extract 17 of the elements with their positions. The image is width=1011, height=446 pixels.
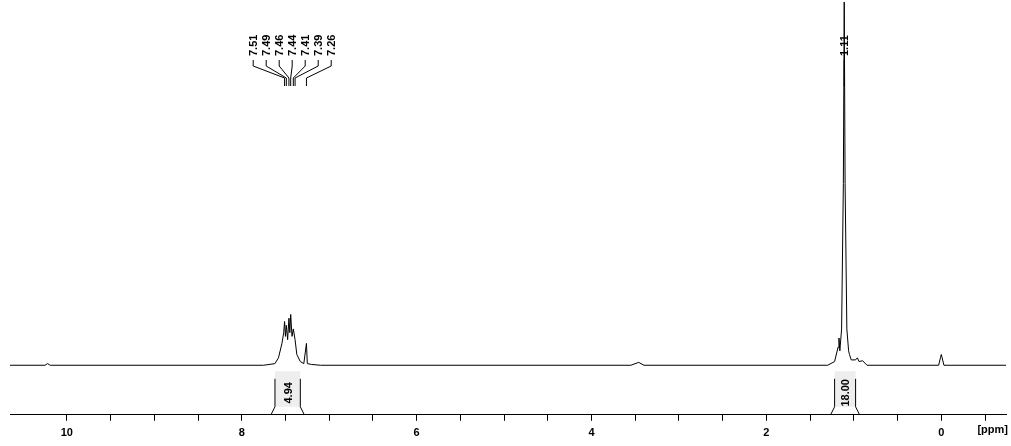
x-tick-label: 6 — [413, 426, 420, 439]
annotation: 7.51 — [247, 34, 260, 56]
band-label: 4.94 — [281, 381, 294, 404]
annotation: 1.11 — [838, 35, 851, 56]
x-tick-label: 4 — [588, 426, 596, 439]
annotation: 7.46 — [273, 34, 286, 56]
annotation: 7.49 — [260, 34, 273, 56]
annotation: 7.26 — [325, 34, 338, 56]
band-label: 18.00 — [839, 379, 852, 407]
annotation: 7.39 — [312, 34, 325, 56]
x-tick-label: 0 — [938, 426, 945, 439]
annotation: 7.44 — [286, 33, 299, 56]
x-tick-label: 10 — [60, 426, 73, 439]
x-tick-label: 2 — [763, 426, 770, 439]
x-axis-title: [ppm] — [977, 423, 1009, 436]
x-tick-label: 8 — [238, 426, 245, 439]
annotation: 7.41 — [299, 34, 312, 56]
